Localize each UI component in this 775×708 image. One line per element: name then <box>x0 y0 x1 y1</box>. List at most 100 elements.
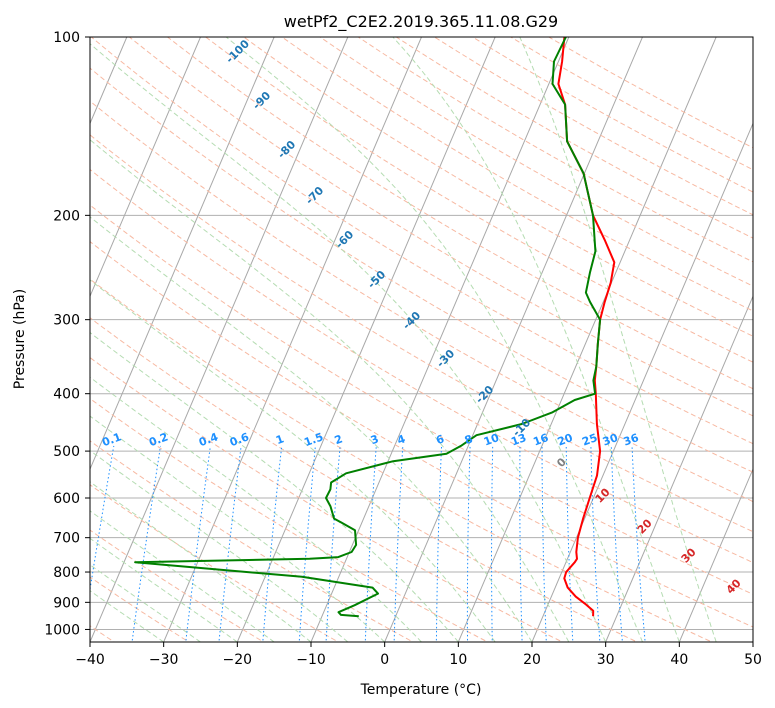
isotherm-line <box>531 122 753 642</box>
dry-adiabat-line <box>396 37 753 239</box>
x-tick-label: −20 <box>223 652 253 668</box>
mixing-ratio-label: 3 <box>369 432 381 447</box>
dry-adiabat-label: 40 <box>724 576 744 596</box>
dry-adiabat-line <box>90 134 753 533</box>
isotherm-line <box>752 640 753 642</box>
isotherm-line <box>90 37 201 298</box>
mixing-ratio-line <box>90 445 115 593</box>
mixing-ratio-label: 30 <box>601 431 620 449</box>
y-tick-label: 800 <box>53 565 80 581</box>
dry-adiabat-line <box>90 168 753 564</box>
dry-adiabat-line <box>90 484 340 642</box>
moist-adiabat-line <box>90 376 422 642</box>
x-axis-label: Temperature (°C) <box>360 682 482 698</box>
mixing-ratio-line <box>393 445 404 642</box>
mixing-ratio-line <box>262 445 283 642</box>
moist-adiabat-line <box>90 279 496 642</box>
moist-adiabat-line <box>90 564 201 642</box>
mixing-ratio-label: 4 <box>395 432 407 447</box>
moist-adiabat-line <box>90 331 459 642</box>
dry-adiabat-line <box>129 37 753 417</box>
y-tick-label: 600 <box>53 491 80 507</box>
y-axis-label: Pressure (hPa) <box>12 289 28 389</box>
isotherm-line <box>236 37 496 642</box>
y-tick-label: 200 <box>53 208 80 224</box>
isotherm-line <box>384 37 643 642</box>
moist-adiabat-line <box>90 216 533 642</box>
dry-adiabat-line <box>90 204 753 595</box>
dry-adiabat-label: -20 <box>473 383 496 406</box>
mixing-ratio-label: 0.4 <box>197 430 220 449</box>
x-tick-label: −40 <box>75 652 105 668</box>
dry-adiabat-line <box>90 278 713 642</box>
dry-adiabat-label: -90 <box>250 89 273 112</box>
mixing-ratio-line <box>466 445 471 642</box>
dry-adiabat-label: -50 <box>365 268 388 291</box>
mixing-ratio-label: 10 <box>482 431 501 449</box>
dry-adiabat-line <box>90 67 753 473</box>
moist-adiabat-line <box>90 537 238 642</box>
mixing-ratio-label: 1.5 <box>302 430 325 449</box>
mixing-ratio-line <box>631 445 646 642</box>
plot-frame <box>89 36 754 643</box>
dry-adiabat-line <box>90 241 753 628</box>
mixing-ratio-line <box>325 445 341 642</box>
dry-adiabat-label: 10 <box>593 485 613 505</box>
dry-adiabat-line <box>90 440 414 642</box>
x-tick-label: 0 <box>380 652 389 668</box>
dry-adiabat-line <box>90 317 639 642</box>
y-tick-label: 500 <box>53 444 80 460</box>
mixing-ratio-line <box>565 445 574 642</box>
mixing-ratio-label: 13 <box>509 431 528 448</box>
moist-adiabat-line <box>519 37 717 642</box>
dry-adiabat-line <box>90 397 489 642</box>
mixing-ratio-label: 0.2 <box>147 430 170 449</box>
series-group <box>134 37 616 618</box>
axes: −40 −30 −20 −10 0 10 20 30 40 50 1000 900 800 700 600 5… <box>44 30 762 668</box>
dry-adiabat-line <box>510 37 753 171</box>
x-tick-label: 40 <box>670 652 688 668</box>
mixing-ratio-line <box>131 445 161 642</box>
dry-adiabat-line <box>548 37 753 149</box>
dry-adiabat-line <box>319 37 753 287</box>
dry-adiabat-line <box>90 37 753 445</box>
moist-adiabat-line <box>90 481 312 642</box>
mixing-ratio-label: 0.1 <box>100 430 123 449</box>
y-tick-label: 900 <box>53 595 80 611</box>
mixing-ratio-line <box>218 445 242 642</box>
x-tick-label: 50 <box>744 652 762 668</box>
mixing-ratio-label: 20 <box>556 431 575 449</box>
y-tick-label: 400 <box>53 387 80 403</box>
x-tick-label: −30 <box>149 652 179 668</box>
dry-adiabat-line <box>90 100 753 503</box>
y-tick-label: 700 <box>53 531 80 547</box>
background-lines <box>90 37 753 642</box>
mixing-ratio-line <box>519 445 523 642</box>
dry-adiabat-label: -70 <box>303 184 326 207</box>
y-tick-label: 1000 <box>44 622 80 638</box>
isotherm-line <box>678 467 753 642</box>
isotherm-line <box>457 37 717 642</box>
mixing-ratio-label: 16 <box>531 431 550 449</box>
dry-adiabat-label: 30 <box>679 545 699 565</box>
dry-adiabat-line <box>281 37 753 312</box>
mixing-ratio-line <box>610 445 623 642</box>
mixing-ratio-label: 1 <box>274 432 286 447</box>
y-tick-label: 100 <box>53 30 80 46</box>
dry-adiabat-label: -60 <box>333 228 356 251</box>
dry-adiabat-line <box>90 529 265 642</box>
isotherm-line <box>90 37 275 471</box>
mixing-ratio-label: 25 <box>580 431 599 448</box>
moist-adiabat-line <box>90 510 275 642</box>
mixing-ratio-line <box>364 445 377 642</box>
y-tick-label: 300 <box>53 313 80 329</box>
mixing-ratio-line <box>185 445 211 642</box>
x-tick-label: 30 <box>597 652 615 668</box>
moist-adiabat-line <box>90 43 607 642</box>
dry-adiabat-label: -80 <box>275 138 298 161</box>
mixing-ratio-label: 6 <box>434 432 446 447</box>
moist-adiabat-line <box>225 37 643 642</box>
chart-title: wetPf2_C2E2.2019.365.11.08.G29 <box>284 12 558 32</box>
moist-adiabat-line <box>90 590 164 642</box>
